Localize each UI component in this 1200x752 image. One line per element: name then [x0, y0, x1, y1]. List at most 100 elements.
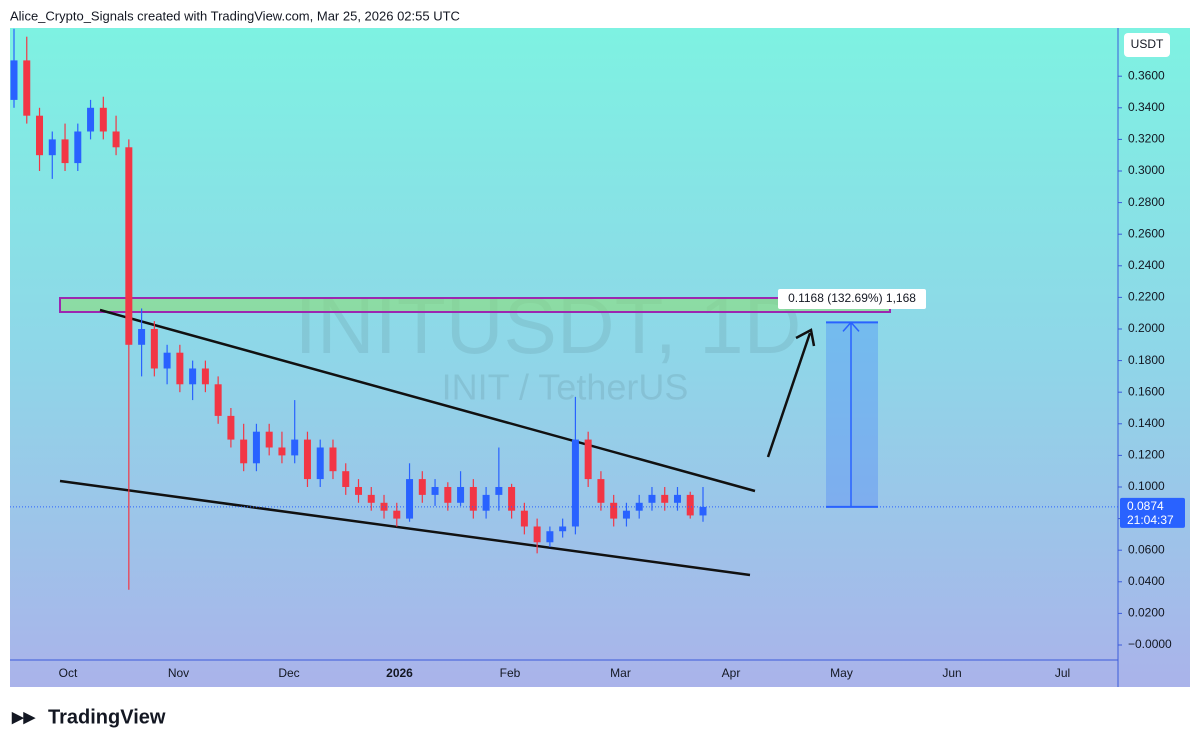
logo-mark: ▶▶: [11, 709, 37, 726]
y-tick-label: 0.2800: [1128, 195, 1165, 209]
candle-body: [252, 431, 260, 464]
upper-trendline: [99, 308, 756, 493]
y-tick-label: 0.3000: [1128, 163, 1165, 177]
y-tick-label: 0.0200: [1128, 606, 1165, 620]
candle-body: [457, 486, 465, 503]
lower-trendline: [59, 479, 751, 577]
watermark-description: INIT / TetherUS: [442, 367, 689, 408]
candle-body: [418, 479, 426, 495]
y-tick-label: 0.2200: [1128, 290, 1165, 304]
candle-body: [329, 447, 337, 472]
y-tick-label: 0.2600: [1128, 226, 1165, 240]
candle-body: [367, 494, 375, 503]
candle-body: [546, 531, 554, 543]
candle-body: [74, 131, 82, 164]
candle-body: [686, 494, 694, 516]
candle-body: [240, 439, 248, 464]
candle-body: [112, 131, 120, 148]
measure-label: 0.1168 (132.69%) 1,168: [788, 291, 916, 305]
y-tick-label: 0.1000: [1128, 479, 1165, 493]
x-tick-label: Apr: [722, 666, 741, 680]
candle-body: [610, 502, 618, 519]
candle-body: [431, 486, 439, 495]
candle-body: [23, 60, 31, 116]
y-tick-label: 0.1200: [1128, 448, 1165, 462]
candle-body: [699, 506, 707, 516]
candle-body: [189, 368, 197, 385]
candle-body: [673, 494, 681, 503]
x-tick-label: Jun: [942, 666, 961, 680]
candle-body: [380, 502, 388, 511]
candle-body: [303, 439, 311, 480]
x-tick-label: Mar: [610, 666, 631, 680]
footer-logo: TradingView: [48, 706, 166, 728]
y-tick-label: 0.1600: [1128, 384, 1165, 398]
chart-area: [10, 28, 1190, 687]
watermark-symbol: INITUSDT, 1D: [295, 281, 802, 370]
y-tick-label: −0.0000: [1128, 637, 1172, 651]
y-tick-label: 0.3200: [1128, 132, 1165, 146]
candle-body: [227, 415, 235, 440]
candle-body: [150, 328, 158, 369]
candle-body: [342, 471, 350, 487]
candle-body: [597, 479, 605, 503]
candle-body: [469, 486, 477, 511]
candle-body: [61, 139, 69, 164]
currency-label: USDT: [1131, 37, 1164, 51]
x-tick-label: Oct: [59, 666, 78, 680]
candle-body: [278, 447, 286, 456]
candle-body: [393, 510, 401, 519]
candle-body: [482, 494, 490, 511]
x-tick-label: Jul: [1055, 666, 1070, 680]
x-tick-label: May: [830, 666, 853, 680]
candle-body: [87, 107, 95, 132]
candle-body: [291, 439, 299, 456]
candle-body: [533, 526, 541, 543]
candle-body: [635, 502, 643, 511]
candle-body: [125, 147, 133, 345]
y-tick-label: 0.2400: [1128, 258, 1165, 272]
candle-body: [138, 328, 146, 345]
y-tick-label: 0.3400: [1128, 100, 1165, 114]
candle-body: [648, 494, 656, 503]
candle-body: [559, 526, 567, 532]
last-price-label: 0.0874: [1127, 499, 1164, 513]
candle-body: [520, 510, 528, 527]
candle-body: [10, 60, 18, 100]
measure-box: [826, 322, 878, 507]
candle-body: [355, 486, 362, 495]
candle-body: [48, 139, 56, 156]
x-tick-label: Dec: [278, 666, 299, 680]
y-tick-label: 0.1400: [1128, 416, 1165, 430]
y-tick-label: 0.0600: [1128, 542, 1165, 556]
candle-body: [316, 447, 324, 480]
countdown-label: 21:04:37: [1127, 513, 1174, 527]
candle-body: [406, 479, 414, 519]
candle-body: [265, 431, 273, 448]
last-price-box: [1120, 497, 1185, 528]
candle-body: [584, 439, 592, 480]
y-tick-label: 0.1800: [1128, 353, 1165, 367]
candle-body: [571, 439, 579, 527]
candle-body: [163, 352, 171, 369]
candle-body: [214, 384, 222, 416]
x-tick-label: Feb: [500, 666, 521, 680]
candle-body: [176, 352, 184, 385]
y-tick-label: 0.3600: [1128, 68, 1165, 82]
x-tick-label: Nov: [168, 666, 189, 680]
breakout-arrow: [766, 328, 816, 458]
candle-body: [495, 486, 503, 495]
candle-body: [508, 486, 516, 511]
measure-label-box: [778, 289, 926, 309]
y-tick-label: 0.0400: [1128, 574, 1165, 588]
x-tick-label: 2026: [386, 666, 413, 680]
y-tick-label: 0.2000: [1128, 321, 1165, 335]
candle-body: [99, 107, 107, 132]
candle-body: [36, 115, 44, 156]
candle-body: [201, 368, 209, 385]
currency-box[interactable]: [1124, 33, 1170, 57]
candle-body: [622, 510, 630, 519]
header-text: Alice_Crypto_Signals created with Tradin…: [10, 8, 460, 23]
